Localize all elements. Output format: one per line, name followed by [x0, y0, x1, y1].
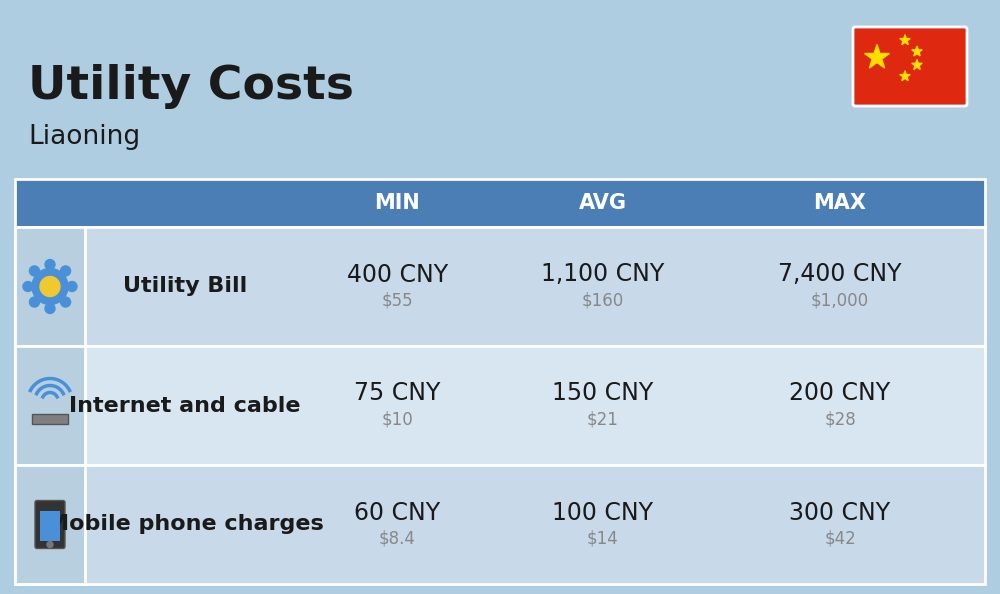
Circle shape — [29, 266, 39, 276]
Text: $21: $21 — [587, 410, 618, 428]
Bar — [40, 510, 60, 541]
Text: Utility Costs: Utility Costs — [28, 64, 354, 109]
Circle shape — [40, 276, 60, 296]
Text: $42: $42 — [824, 529, 856, 548]
Text: 400 CNY: 400 CNY — [347, 263, 448, 286]
Text: 1,100 CNY: 1,100 CNY — [541, 263, 664, 286]
Bar — [15, 346, 985, 465]
Bar — [15, 227, 985, 346]
Circle shape — [67, 282, 77, 292]
Text: 200 CNY: 200 CNY — [789, 381, 891, 406]
Polygon shape — [900, 71, 910, 81]
Circle shape — [61, 266, 71, 276]
Text: AVG: AVG — [578, 193, 626, 213]
FancyBboxPatch shape — [35, 501, 65, 548]
Polygon shape — [912, 46, 922, 56]
FancyBboxPatch shape — [853, 27, 967, 106]
Text: $8.4: $8.4 — [379, 529, 416, 548]
Bar — [15, 227, 85, 346]
Circle shape — [45, 260, 55, 270]
Text: Internet and cable: Internet and cable — [69, 396, 301, 415]
Text: Liaoning: Liaoning — [28, 124, 140, 150]
Text: 300 CNY: 300 CNY — [789, 501, 891, 525]
Circle shape — [47, 542, 53, 548]
Text: MAX: MAX — [814, 193, 866, 213]
Text: MIN: MIN — [375, 193, 420, 213]
Text: Mobile phone charges: Mobile phone charges — [47, 514, 323, 535]
Polygon shape — [865, 45, 889, 68]
Text: 7,400 CNY: 7,400 CNY — [778, 263, 902, 286]
Text: $1,000: $1,000 — [811, 292, 869, 309]
Polygon shape — [900, 35, 910, 45]
Text: $160: $160 — [581, 292, 624, 309]
Text: Utility Bill: Utility Bill — [123, 276, 247, 296]
Bar — [15, 465, 985, 584]
Text: 100 CNY: 100 CNY — [552, 501, 653, 525]
Circle shape — [32, 268, 68, 305]
Bar — [32, 413, 68, 424]
Text: 75 CNY: 75 CNY — [354, 381, 441, 406]
Bar — [15, 465, 85, 584]
Text: $10: $10 — [382, 410, 413, 428]
Bar — [15, 179, 985, 227]
Circle shape — [23, 282, 33, 292]
Text: 150 CNY: 150 CNY — [552, 381, 653, 406]
Circle shape — [29, 297, 39, 307]
Text: $28: $28 — [824, 410, 856, 428]
Circle shape — [61, 297, 71, 307]
Polygon shape — [912, 59, 922, 69]
Bar — [15, 346, 85, 465]
Text: $14: $14 — [587, 529, 618, 548]
Circle shape — [45, 304, 55, 314]
Text: $55: $55 — [382, 292, 413, 309]
Text: 60 CNY: 60 CNY — [354, 501, 441, 525]
